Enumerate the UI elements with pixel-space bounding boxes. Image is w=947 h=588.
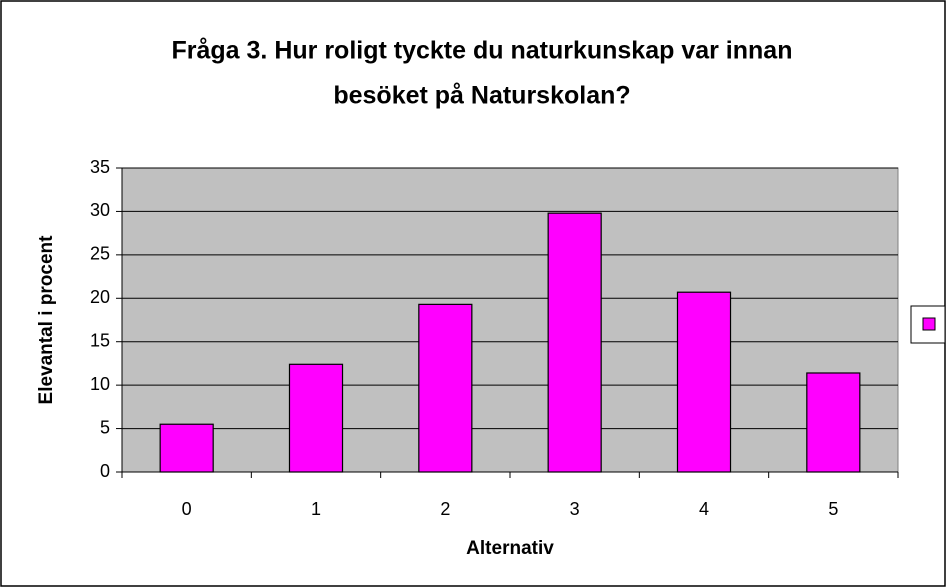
bar xyxy=(288,363,344,473)
y-tick-label: 20 xyxy=(90,287,110,307)
x-tick-label: 3 xyxy=(570,499,580,519)
x-tick-label: 1 xyxy=(311,499,321,519)
bar xyxy=(418,303,473,473)
y-tick-label: 5 xyxy=(100,417,110,437)
y-tick-label: 15 xyxy=(90,330,110,350)
bar xyxy=(159,423,214,473)
y-tick-label: 0 xyxy=(100,461,110,481)
x-axis-title: Alternativ xyxy=(466,538,554,559)
x-tick-label: 5 xyxy=(828,499,838,519)
bar xyxy=(806,372,861,473)
x-tick-label: 2 xyxy=(440,499,450,519)
plot-area xyxy=(121,167,899,473)
legend-marker xyxy=(922,317,936,331)
y-axis-title: Elevantal i procent xyxy=(36,235,57,405)
y-tick-label: 25 xyxy=(90,244,110,264)
y-tick-label: 10 xyxy=(90,374,110,394)
chart-title: Fråga 3. Hur roligt tyckte du naturkunsk… xyxy=(172,37,793,65)
x-tick-label: 0 xyxy=(182,499,192,519)
x-tick-label: 4 xyxy=(699,499,709,519)
chart-title: besöket på Naturskolan? xyxy=(333,82,630,110)
y-tick-label: 30 xyxy=(90,200,110,220)
y-tick-label: 35 xyxy=(90,157,110,177)
bar xyxy=(676,291,732,473)
bar xyxy=(547,212,602,473)
